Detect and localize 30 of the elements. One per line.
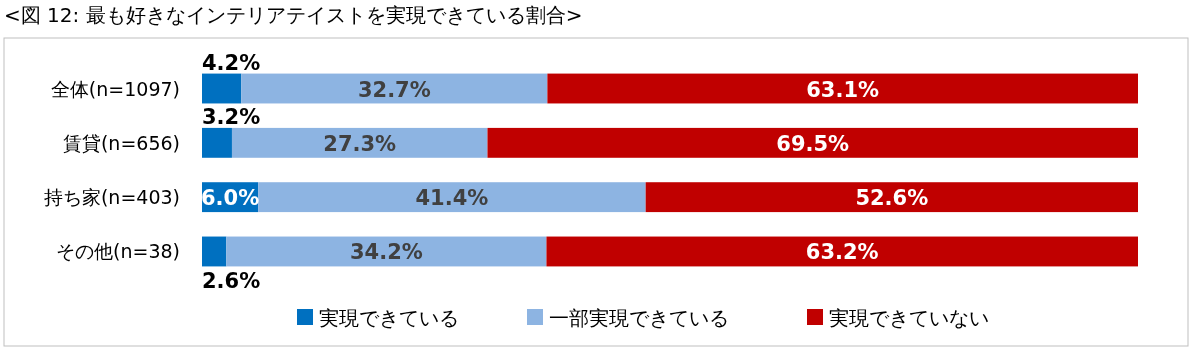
y-tick-label: その他(n=38) xyxy=(56,240,180,263)
bar xyxy=(258,182,646,213)
data-label: 69.5% xyxy=(776,131,850,156)
bar xyxy=(202,236,227,267)
data-label: 32.7% xyxy=(357,77,431,102)
y-tick-label: 賃貸(n=656) xyxy=(62,131,180,154)
bar xyxy=(547,73,1138,104)
bar xyxy=(231,127,488,158)
bar xyxy=(546,236,1138,267)
y-tick-label: 持ち家(n=403) xyxy=(43,186,180,209)
bar xyxy=(202,127,232,158)
legend-label: 一部実現できている xyxy=(549,306,729,330)
data-label: 52.6% xyxy=(855,186,929,211)
data-label: 63.2% xyxy=(805,240,879,265)
bar xyxy=(487,127,1138,158)
data-label: 63.1% xyxy=(806,77,880,102)
legend-label: 実現できていない xyxy=(829,306,989,330)
data-label: 3.2% xyxy=(202,104,261,129)
bar xyxy=(645,182,1138,213)
data-label: 41.4% xyxy=(415,186,489,211)
bar xyxy=(241,73,548,104)
data-label: 2.6% xyxy=(202,269,261,294)
data-label: 27.3% xyxy=(323,131,397,156)
bar xyxy=(226,236,547,267)
legend-label: 実現できている xyxy=(319,306,459,330)
y-tick-label: 全体(n=1097) xyxy=(50,77,180,100)
chart-title: <図 12: 最も好きなインテリアテイストを実現できている割合> xyxy=(4,3,583,27)
data-label: 34.2% xyxy=(349,240,423,265)
data-label: 4.2% xyxy=(202,50,261,75)
bar xyxy=(202,73,242,104)
